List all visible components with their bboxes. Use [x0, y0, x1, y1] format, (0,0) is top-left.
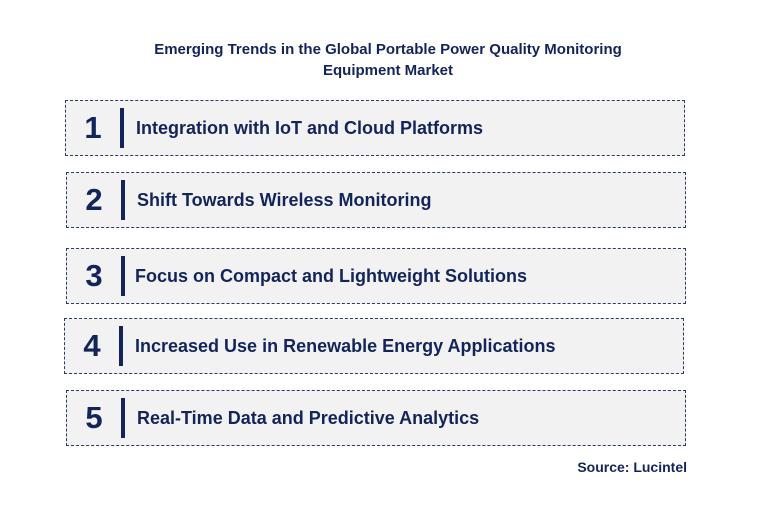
trend-item-4: 4 Increased Use in Renewable Energy Appl…	[64, 318, 684, 374]
trend-number: 2	[85, 182, 103, 217]
trend-divider	[119, 326, 123, 366]
title-line-1: Emerging Trends in the Global Portable P…	[154, 41, 622, 58]
trend-divider	[121, 180, 125, 220]
trend-divider	[120, 108, 124, 148]
source-label: Source: Lucintel	[577, 459, 687, 475]
trend-label: Increased Use in Renewable Energy Applic…	[135, 335, 556, 356]
trend-label: Focus on Compact and Lightweight Solutio…	[135, 265, 527, 286]
trend-divider	[121, 398, 125, 438]
trend-item-3: 3 Focus on Compact and Lightweight Solut…	[66, 248, 686, 304]
trend-number: 5	[85, 400, 103, 435]
trend-label: Real-Time Data and Predictive Analytics	[137, 407, 480, 428]
trend-label: Shift Towards Wireless Monitoring	[137, 189, 432, 210]
trend-item-5: 5 Real-Time Data and Predictive Analytic…	[66, 390, 686, 446]
trend-number: 3	[85, 258, 103, 293]
trend-divider	[121, 256, 125, 296]
title-line-2: Equipment Market	[322, 62, 454, 79]
trend-number: 4	[83, 328, 101, 363]
trend-item-1: 1 Integration with IoT and Cloud Platfor…	[65, 100, 685, 156]
trend-label: Integration with IoT and Cloud Platforms	[136, 117, 483, 138]
trend-item-2: 2 Shift Towards Wireless Monitoring	[66, 172, 686, 228]
diagram-title: Emerging Trends in the Global Portable P…	[0, 39, 776, 81]
trend-number: 1	[84, 110, 102, 145]
